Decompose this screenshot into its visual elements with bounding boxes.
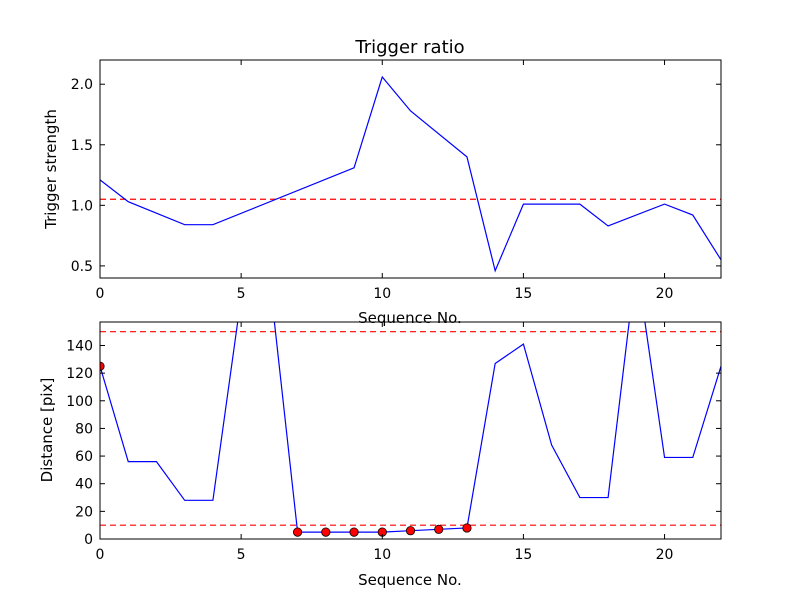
trigger-ratio-x-tick-label: 15 [514,286,532,302]
trigger-ratio-y-tick-label: 1.5 [71,138,93,154]
distance-y-tick-label: 60 [75,449,93,465]
trigger-ratio-x-axis-label: Sequence No. [358,309,462,327]
distance-x-tick-label: 0 [96,547,105,563]
trigger-ratio-x-tick-label: 0 [96,286,105,302]
distance-marker-point [321,527,331,537]
distance-y-tick-label: 80 [75,421,93,437]
distance-x-tick-label: 10 [373,547,391,563]
trigger-ratio-plot-frame [99,59,722,279]
distance-marker-point [349,527,359,537]
distance-y-tick-label: 120 [66,366,93,382]
distance-marker-point [462,523,472,533]
distance-y-axis-label: Distance [pix] [38,378,56,483]
distance-x-tick-label: 5 [237,547,246,563]
distance-x-tick-label: 15 [514,547,532,563]
distance-marker-point [405,526,416,536]
trigger-ratio-series-line-0 [100,75,721,273]
distance-y-tick-label: 0 [84,532,93,548]
trigger-ratio-y-tick-label: 0.5 [71,259,93,275]
distance-y-tick-label: 100 [66,394,93,410]
trigger-ratio-x-tick-label: 5 [237,286,246,302]
trigger-ratio-title: Trigger ratio [354,37,464,58]
trigger-ratio-x-tick-label: 20 [656,286,674,302]
distance-y-tick-label: 20 [75,504,93,520]
trigger-ratio-y-axis-label: Trigger strength [42,109,60,230]
distance-marker-point [292,527,303,537]
trigger-ratio-y-tick-label: 2.0 [71,77,93,93]
distance-plot-frame [99,321,722,540]
distance-y-tick-label: 40 [75,477,93,493]
distance-marker-point [434,524,444,534]
trigger-ratio-y-tick-label: 1.0 [71,198,93,214]
distance-x-axis-label: Sequence No. [358,571,462,589]
distance-y-tick-label: 140 [66,338,93,354]
trigger-ratio-x-tick-label: 10 [373,286,391,302]
distance-x-tick-label: 20 [656,547,674,563]
